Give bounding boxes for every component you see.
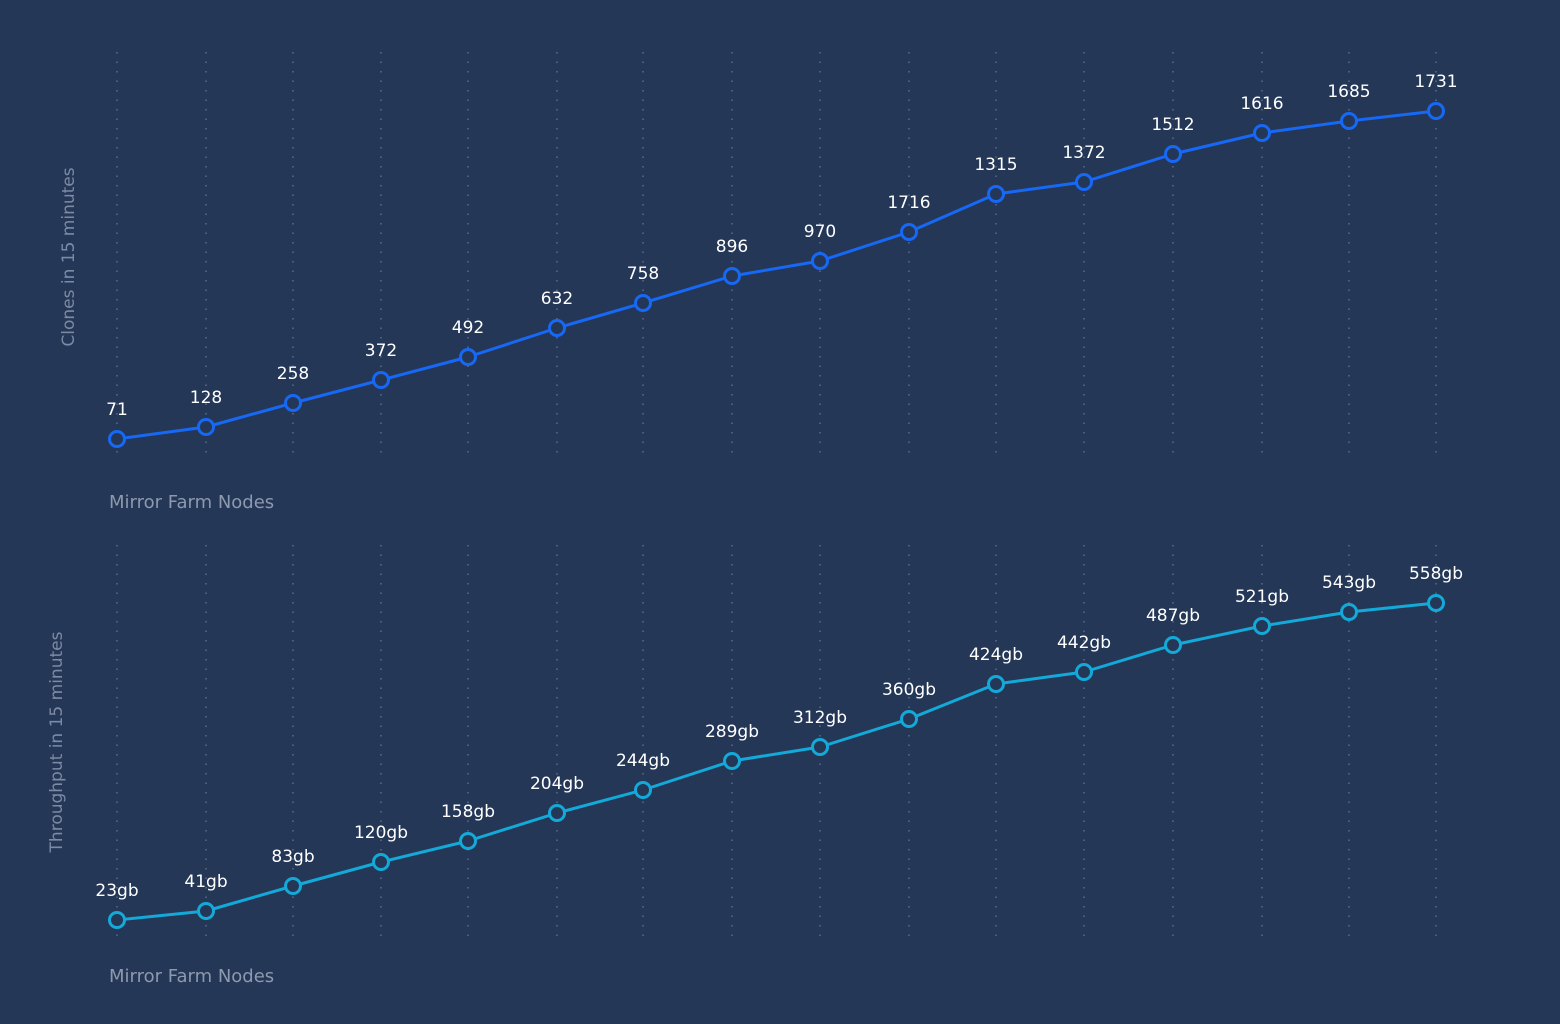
throughput-data-label: 312gb xyxy=(793,708,847,728)
clones-data-label: 632 xyxy=(541,289,573,309)
throughput-data-point xyxy=(987,675,1005,693)
clones-data-point xyxy=(723,267,741,285)
throughput-data-point xyxy=(548,804,566,822)
clones-data-label: 1685 xyxy=(1327,82,1370,102)
throughput-data-point xyxy=(108,911,126,929)
clones-data-point xyxy=(900,223,918,241)
clones-data-label: 896 xyxy=(716,237,748,257)
clones-data-label: 1731 xyxy=(1414,72,1457,92)
throughput-data-label: 442gb xyxy=(1057,633,1111,653)
throughput-data-label: 424gb xyxy=(969,645,1023,665)
throughput-x-axis-label: Mirror Farm Nodes xyxy=(109,966,274,987)
throughput-data-label: 487gb xyxy=(1146,606,1200,626)
throughput-series-line xyxy=(116,601,1437,922)
clones-data-label: 258 xyxy=(277,364,309,384)
clones-data-label: 372 xyxy=(365,341,397,361)
throughput-data-label: 158gb xyxy=(441,802,495,822)
throughput-data-label: 120gb xyxy=(354,823,408,843)
throughput-data-label: 41gb xyxy=(184,872,227,892)
clones-data-label: 758 xyxy=(627,264,659,284)
throughput-data-point xyxy=(811,738,829,756)
clones-data-label: 970 xyxy=(804,222,836,242)
throughput-data-point xyxy=(284,877,302,895)
throughput-data-label: 360gb xyxy=(882,680,936,700)
throughput-y-axis-label: Throughput in 15 minutes xyxy=(47,631,67,853)
throughput-data-point xyxy=(900,710,918,728)
throughput-data-point xyxy=(197,902,215,920)
throughput-data-label: 558gb xyxy=(1409,564,1463,584)
clones-data-point xyxy=(1164,145,1182,163)
clones-data-point xyxy=(284,394,302,412)
throughput-data-point xyxy=(1253,617,1271,635)
clones-data-point xyxy=(372,371,390,389)
clones-data-label: 128 xyxy=(190,388,222,408)
clones-data-point xyxy=(1253,124,1271,142)
throughput-data-label: 289gb xyxy=(705,722,759,742)
throughput-data-point xyxy=(634,781,652,799)
throughput-data-point xyxy=(723,752,741,770)
clones-data-label: 1512 xyxy=(1151,115,1194,135)
throughput-chart: Throughput in 15 minutes Mirror Farm Nod… xyxy=(47,545,1463,987)
clones-data-point xyxy=(811,252,829,270)
clones-data-point xyxy=(1075,173,1093,191)
clones-data-point xyxy=(634,294,652,312)
throughput-data-label: 204gb xyxy=(530,774,584,794)
throughput-data-point xyxy=(1075,663,1093,681)
clones-data-label: 1315 xyxy=(974,155,1017,175)
clones-series-line xyxy=(116,109,1437,441)
throughput-data-label: 244gb xyxy=(616,751,670,771)
throughput-data-point xyxy=(459,832,477,850)
clones-data-label: 71 xyxy=(106,400,128,420)
clones-chart: Clones in 15 minutes Mirror Farm Nodes 7… xyxy=(59,52,1458,513)
clones-data-label: 492 xyxy=(452,318,484,338)
throughput-data-point xyxy=(1427,594,1445,612)
clones-y-axis-label: Clones in 15 minutes xyxy=(59,167,79,346)
clones-data-point xyxy=(987,185,1005,203)
clones-data-label: 1716 xyxy=(887,193,930,213)
clones-data-point xyxy=(459,348,477,366)
throughput-data-point xyxy=(372,853,390,871)
throughput-data-label: 83gb xyxy=(271,847,314,867)
clones-data-point xyxy=(197,418,215,436)
clones-data-label: 1616 xyxy=(1240,94,1283,114)
clones-x-axis-label: Mirror Farm Nodes xyxy=(109,492,274,513)
throughput-data-label: 543gb xyxy=(1322,573,1376,593)
throughput-data-label: 23gb xyxy=(95,881,138,901)
clones-data-point xyxy=(108,430,126,448)
clones-data-point xyxy=(1340,112,1358,130)
clones-data-point xyxy=(548,319,566,337)
throughput-data-point xyxy=(1340,603,1358,621)
clones-data-point xyxy=(1427,102,1445,120)
clones-data-label: 1372 xyxy=(1062,143,1105,163)
throughput-data-point xyxy=(1164,636,1182,654)
throughput-data-label: 521gb xyxy=(1235,587,1289,607)
